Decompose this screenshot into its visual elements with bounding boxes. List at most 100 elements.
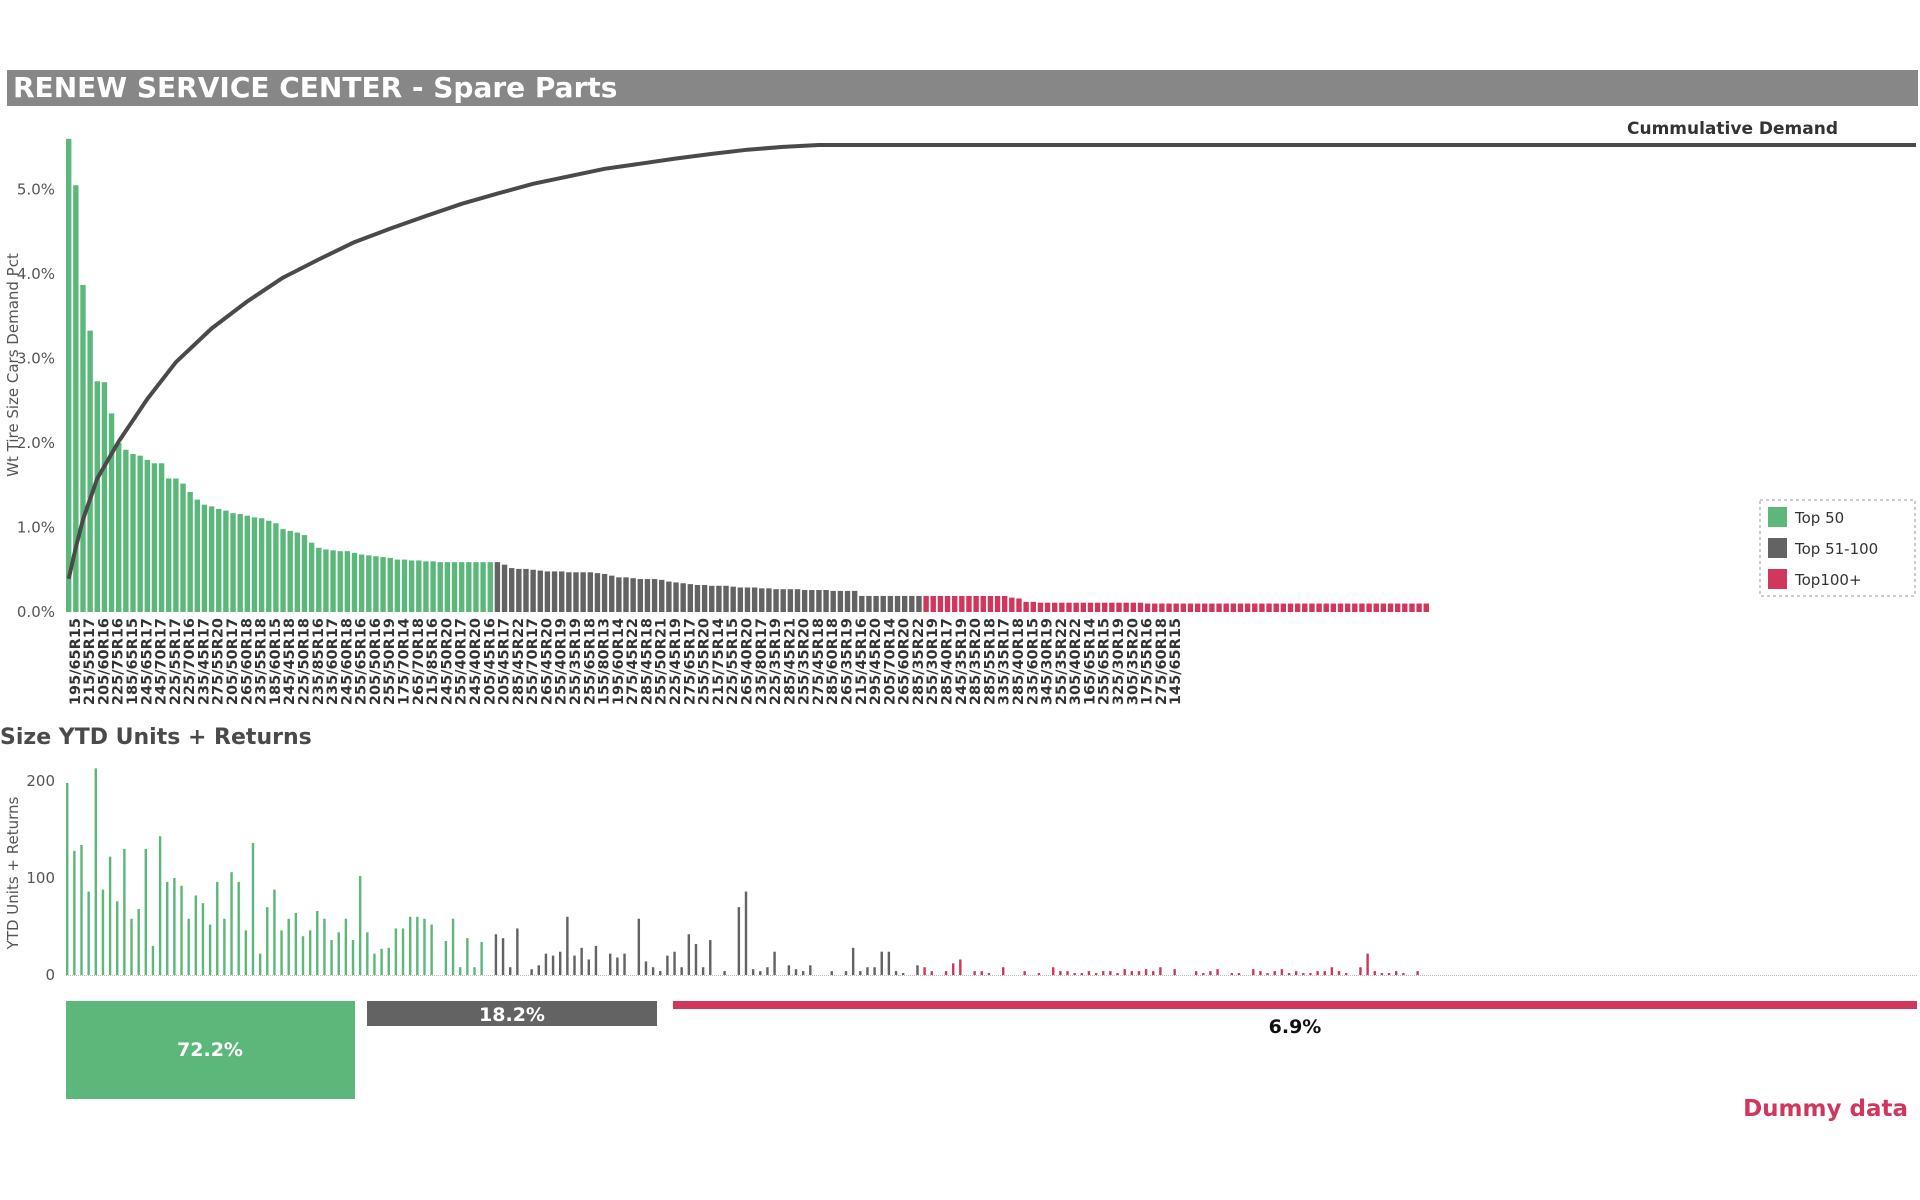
ytd-bar xyxy=(287,918,290,975)
demand-bar xyxy=(1209,603,1215,612)
ytd-bar xyxy=(759,971,762,975)
ytd-bar xyxy=(1102,971,1105,975)
demand-bar xyxy=(751,587,758,612)
ytd-bar xyxy=(587,959,591,975)
x-tick-label: 145/65R15 xyxy=(1168,618,1184,705)
ytd-bar xyxy=(1394,971,1398,975)
ytd-bar xyxy=(773,951,776,975)
demand-bar xyxy=(687,584,694,612)
x-tick-label: 275/45R22 xyxy=(625,618,641,705)
ytd-bar xyxy=(1080,973,1084,975)
ytd-bar xyxy=(416,916,419,975)
x-tick-label: 265/60R20 xyxy=(897,618,913,705)
demand-bar xyxy=(551,571,558,612)
demand-bar xyxy=(1066,602,1072,612)
demand-bar xyxy=(280,529,286,612)
demand-bar xyxy=(273,523,279,612)
demand-bar xyxy=(1187,603,1194,612)
x-tick-label: 205/45R17 xyxy=(497,618,513,705)
demand-bar xyxy=(1030,601,1036,612)
ytd-bar xyxy=(166,881,169,975)
demand-bar xyxy=(258,518,265,612)
x-tick-label: 255/40R17 xyxy=(454,618,470,705)
cumulative-demand-line-group xyxy=(66,143,1916,580)
demand-bar xyxy=(1223,603,1229,612)
demand-bar xyxy=(787,589,794,612)
x-tick-label: 235/60R15 xyxy=(1025,618,1041,705)
demand-bar xyxy=(1237,603,1244,612)
ytd-bar xyxy=(951,963,955,975)
demand-bar xyxy=(308,542,315,612)
demand-bar xyxy=(537,570,543,612)
x-tick-label: 235/45R17 xyxy=(197,618,213,705)
ytd-y-axis-label: YTD Units + Returns xyxy=(4,796,22,950)
ytd-bar xyxy=(1266,973,1269,975)
demand-bar xyxy=(701,584,708,612)
share-bar-top51-100 xyxy=(367,1001,657,1026)
demand-bar xyxy=(523,568,529,612)
y-tick-label: 4.0% xyxy=(17,265,55,283)
demand-bar xyxy=(366,555,372,612)
ytd-bar xyxy=(1073,973,1076,975)
group-share-bars: 72.2% 18.2% 6.9% xyxy=(66,1001,1917,1099)
demand-bar xyxy=(1302,603,1308,612)
ytd-bar xyxy=(451,918,455,975)
demand-bar xyxy=(901,595,908,612)
x-tick-label: 245/50R20 xyxy=(439,618,455,705)
demand-bar xyxy=(301,535,308,612)
demand-bar xyxy=(673,582,679,612)
ytd-bar xyxy=(394,928,398,975)
ytd-bar xyxy=(508,967,512,975)
x-tick-label: 255/50R21 xyxy=(654,618,670,705)
demand-bar xyxy=(1423,603,1429,612)
ytd-bar xyxy=(1037,973,1041,975)
ytd-bar xyxy=(530,969,533,975)
share-bar-top100plus xyxy=(673,1001,1917,1009)
ytd-bar xyxy=(1152,971,1155,975)
demand-bar xyxy=(487,562,493,612)
ytd-bar xyxy=(1316,971,1319,975)
demand-bar xyxy=(1087,602,1094,612)
demand-bar xyxy=(101,382,108,612)
demand-bar xyxy=(1216,603,1222,612)
ytd-bar xyxy=(108,856,112,975)
ytd-bar xyxy=(1359,967,1362,975)
ytd-bar xyxy=(237,881,240,975)
x-tick-label: 225/35R19 xyxy=(768,618,784,705)
demand-bar xyxy=(480,562,486,612)
demand-bar xyxy=(659,579,665,612)
demand-bar xyxy=(144,459,150,612)
ytd-bar xyxy=(916,965,919,975)
demand-bar xyxy=(173,478,179,612)
ytd-bar xyxy=(1280,969,1284,975)
ytd-bar xyxy=(244,930,248,975)
demand-bar xyxy=(344,551,351,612)
y-tick-label: 2.0% xyxy=(17,434,55,452)
demand-bar xyxy=(1194,603,1201,612)
y-axis-label: Wt Tire Size Cars Demand Pct xyxy=(4,253,22,477)
ytd-y-tick-label: 100 xyxy=(26,869,55,887)
demand-bar xyxy=(394,559,401,612)
demand-bar xyxy=(816,590,822,612)
demand-bar xyxy=(530,569,536,612)
x-tick-label: 235/55R18 xyxy=(254,618,270,705)
demand-bar xyxy=(801,590,808,612)
x-tick-label: 285/45R18 xyxy=(639,618,655,705)
demand-bar xyxy=(766,588,772,612)
ytd-bar xyxy=(387,947,390,975)
demand-bar xyxy=(1094,602,1101,612)
share-label-top51-100: 18.2% xyxy=(479,1004,545,1026)
ytd-bar xyxy=(551,955,555,975)
demand-bar xyxy=(494,562,501,612)
demand-bar xyxy=(316,547,322,612)
ytd-bar xyxy=(423,918,426,975)
ytd-bar xyxy=(1159,967,1162,975)
demand-bar xyxy=(251,517,258,612)
demand-bar xyxy=(730,586,736,612)
x-tick-label: 245/35R19 xyxy=(954,618,970,705)
demand-bar xyxy=(723,585,729,612)
ytd-bar xyxy=(366,932,369,975)
demand-bar xyxy=(616,577,622,612)
x-tick-label: 245/60R18 xyxy=(339,618,355,705)
demand-bar xyxy=(408,560,415,612)
